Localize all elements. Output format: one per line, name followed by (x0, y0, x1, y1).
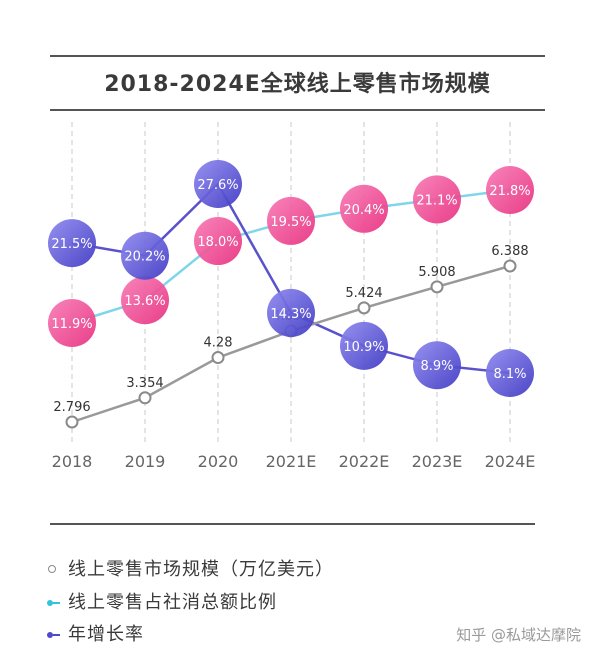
legend-rule (50, 523, 535, 525)
x-tick-label: 2024E (485, 452, 536, 471)
x-tick-label: 2018 (52, 452, 93, 471)
share-bubble (194, 217, 242, 266)
growth-data-label: 10.9% (343, 340, 384, 355)
x-tick-label: 2020 (198, 452, 239, 471)
growth-bubble (194, 160, 242, 208)
growth-bubble (267, 288, 315, 337)
market-data-label: 4.28 (204, 336, 233, 351)
market-point (357, 301, 371, 315)
growth-data-label: 27.6% (197, 178, 238, 193)
market-data-label: 3.354 (126, 376, 163, 391)
growth-bubble (48, 219, 96, 268)
share-bubble (486, 166, 534, 214)
watermark: 知乎 @私域达摩院 (456, 626, 581, 644)
title-rule-top (50, 55, 545, 57)
growth-bubble (340, 321, 388, 370)
growth-data-label: 20.2% (124, 250, 165, 265)
market-data-label: 5.424 (345, 286, 382, 301)
share-bubble (121, 276, 169, 325)
share-data-label: 21.8% (489, 184, 530, 199)
legend-item-share: 线上零售占社消总额比例 (46, 588, 277, 614)
share-bubble (48, 299, 96, 347)
growth-data-label: 8.1% (493, 367, 526, 382)
growth-bubble (486, 349, 534, 397)
market-point (138, 391, 152, 405)
legend-label-market-size: 线上零售市场规模（万亿美元） (68, 559, 334, 580)
market-point (211, 351, 225, 365)
market-point (503, 259, 517, 273)
growth-data-label: 8.9% (420, 359, 453, 374)
growth-data-label: 21.5% (51, 237, 92, 252)
cyan-line-marker-icon (46, 598, 62, 608)
legend-item-market-size: 线上零售市场规模（万亿美元） (46, 555, 334, 581)
growth-data-label: 14.3% (270, 307, 311, 322)
legend-label-share: 线上零售占社消总额比例 (68, 592, 277, 613)
market-point (430, 280, 444, 294)
share-data-label: 11.9% (51, 317, 92, 332)
share-data-label: 21.1% (416, 193, 457, 208)
share-bubble (340, 184, 388, 233)
legend-item-growth: 年增长率 (46, 620, 144, 646)
chart-title: 2018-2024E全球线上零售市场规模 (104, 72, 491, 97)
share-data-label: 13.6% (124, 294, 165, 309)
share-data-label: 20.4% (343, 203, 384, 218)
market-point (65, 415, 79, 429)
blue-line-marker-icon (46, 630, 62, 640)
legend-label-growth: 年增长率 (68, 624, 144, 645)
market-data-label: 5.908 (418, 265, 455, 280)
share-bubble (267, 196, 315, 245)
x-tick-label: 2019 (125, 452, 166, 471)
share-data-label: 19.5% (270, 215, 311, 230)
x-tick-label: 2022E (339, 452, 390, 471)
title-rule-bottom (50, 109, 545, 111)
chart-area: 2.7963.3544.284.8915.4245.9086.38811.9%1… (48, 122, 536, 471)
x-tick-label: 2021E (266, 452, 317, 471)
growth-bubble (121, 231, 169, 280)
share-bubble (413, 175, 461, 224)
share-data-label: 18.0% (197, 235, 238, 250)
market-data-label: 6.388 (491, 244, 528, 259)
growth-bubble (413, 341, 461, 390)
x-tick-label: 2023E (412, 452, 463, 471)
ring-marker-icon (46, 565, 62, 575)
market-data-label: 2.796 (53, 400, 90, 415)
